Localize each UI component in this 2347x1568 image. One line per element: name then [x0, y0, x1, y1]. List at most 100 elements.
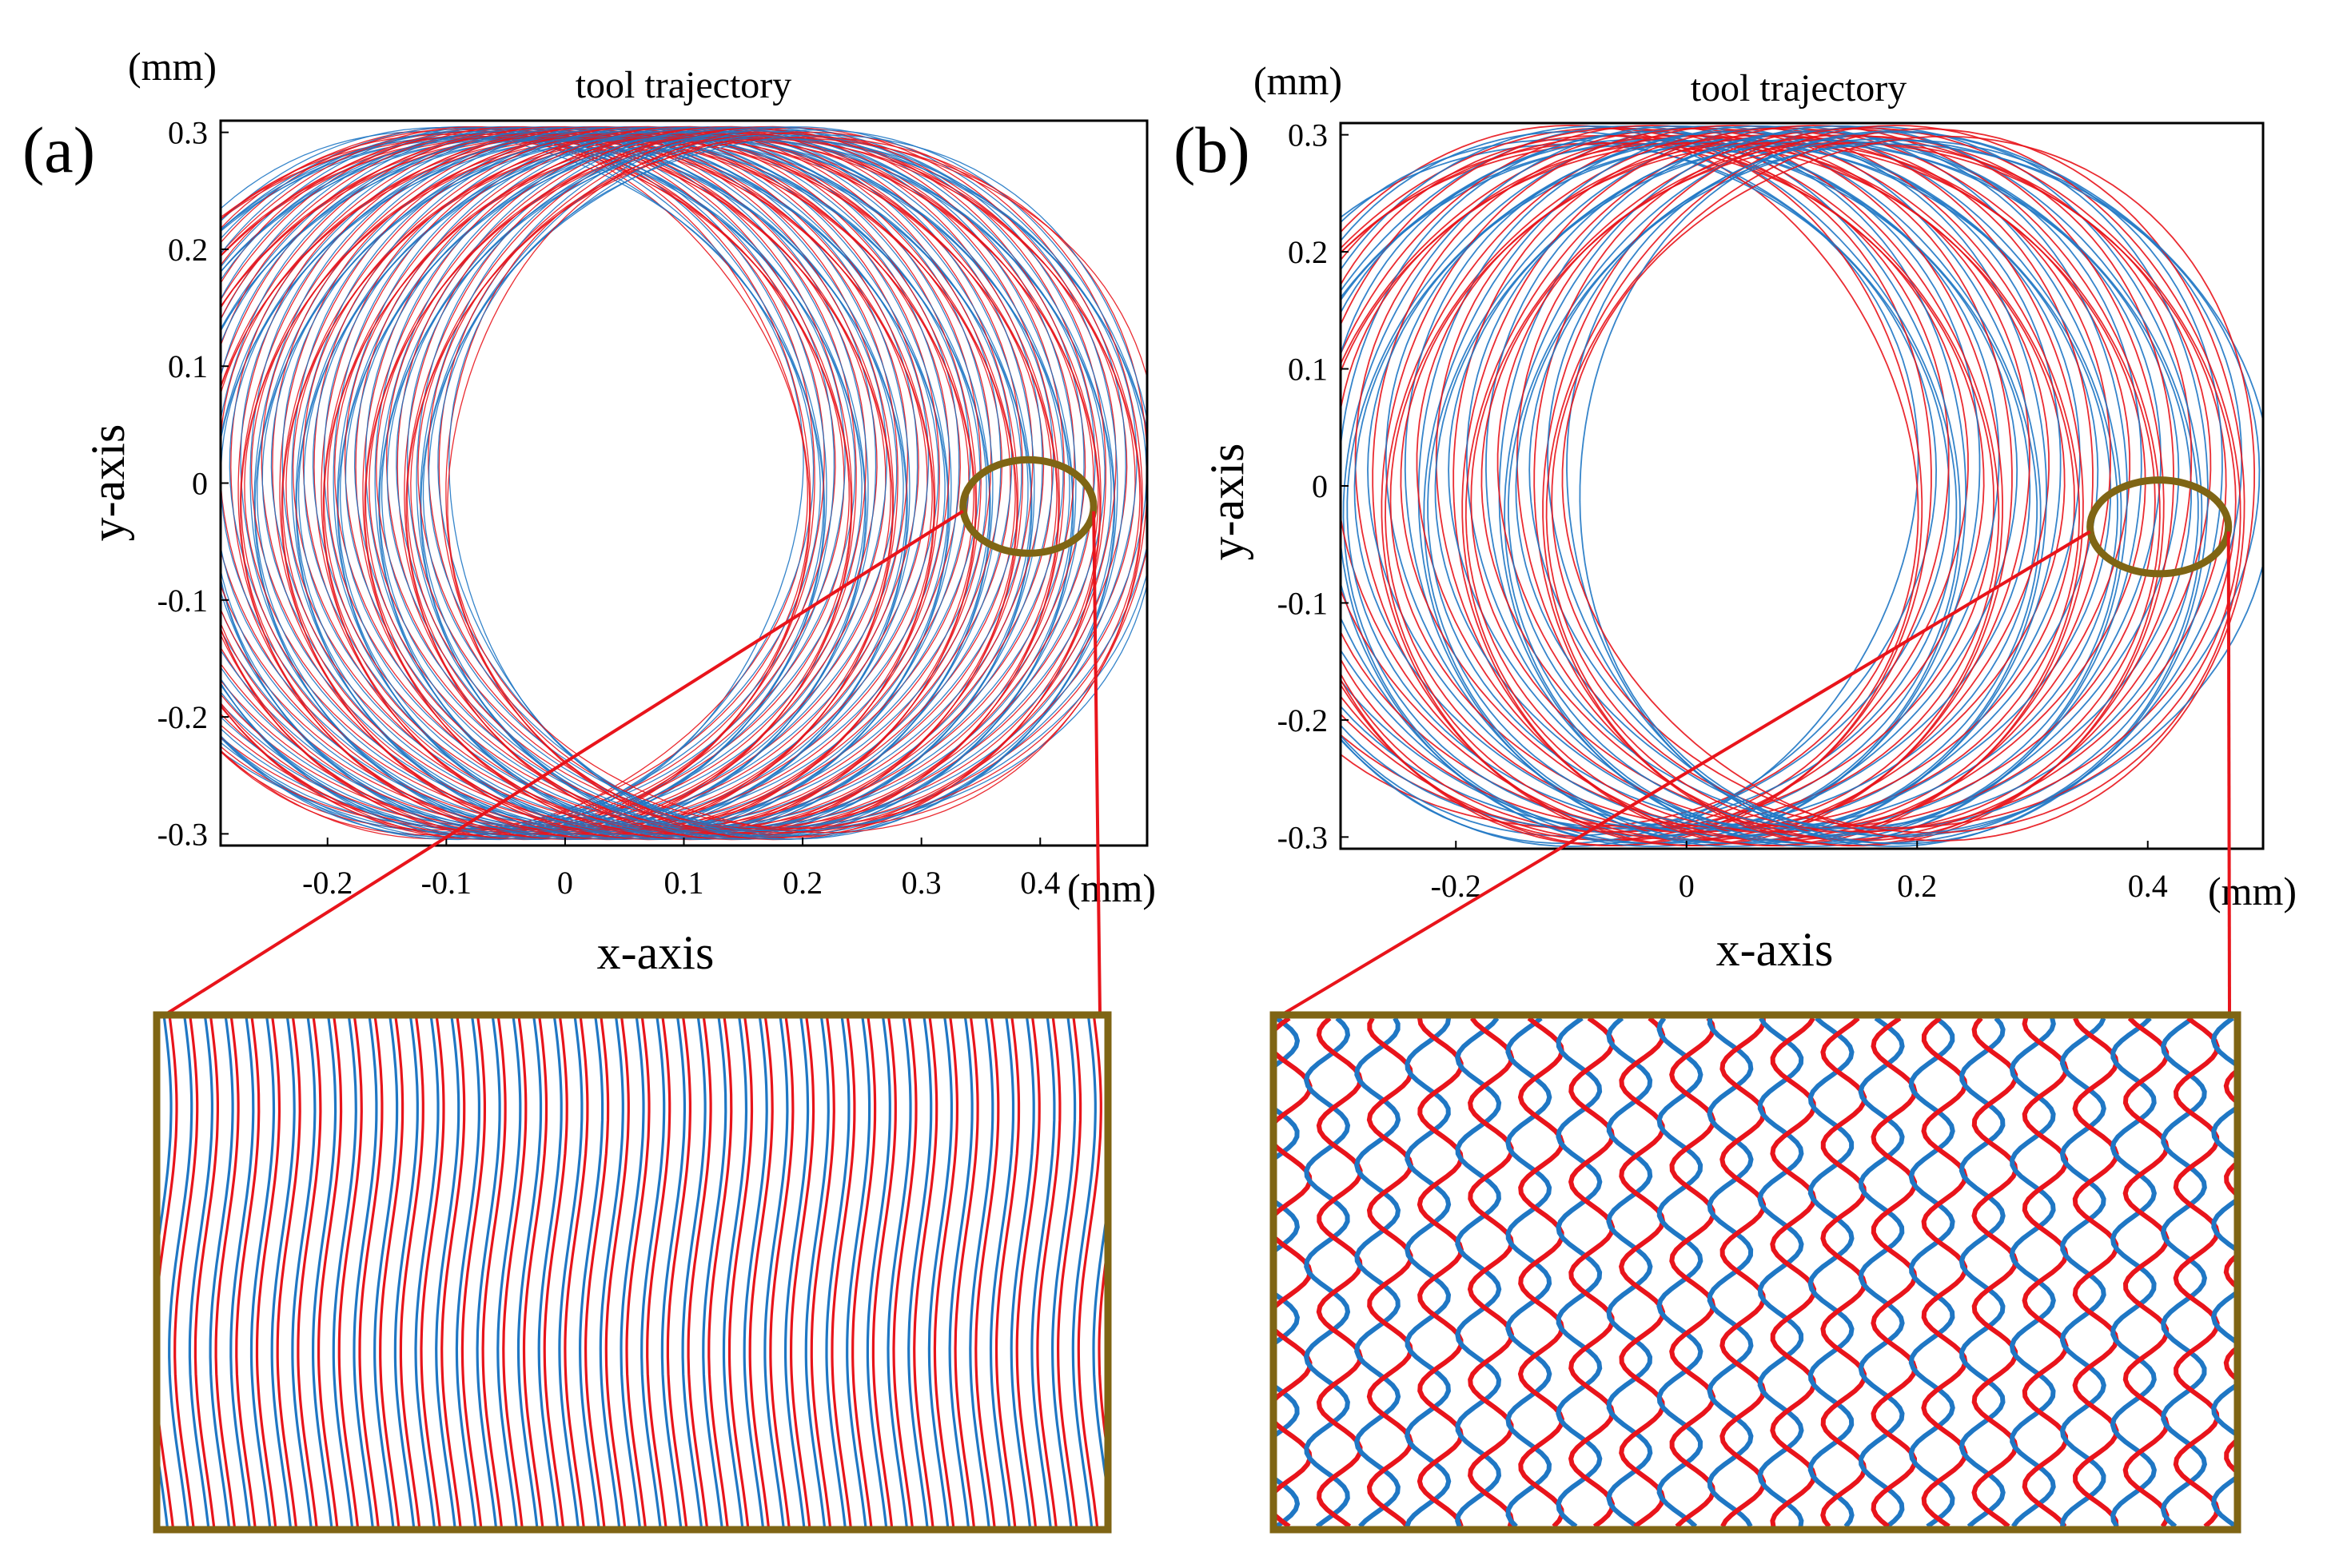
zoom-wave-red [994, 1018, 1021, 1526]
zoom-wave-blue [455, 1018, 480, 1526]
trajectory-loop-red [250, 127, 974, 839]
zoom-wave-red [1820, 1018, 1867, 1526]
panel-a-zoom-box [153, 1011, 1112, 1534]
trajectory-loop-red [1341, 134, 1985, 841]
trajectory-loop-blue [428, 126, 1147, 840]
zoom-wave-blue [1114, 1018, 1137, 1526]
zoom-wave-blue [907, 1018, 933, 1526]
trajectory-loop-blue [1465, 143, 2162, 848]
trajectory-loop-blue [221, 133, 908, 833]
zoom-wave-red [2173, 1018, 2220, 1526]
panel-b-highlight-ellipse [2086, 476, 2233, 578]
zoom-wave-blue [1908, 1018, 1955, 1526]
trajectory-loop-red [396, 136, 1102, 830]
panel-b-x-unit: (mm) [2208, 869, 2297, 913]
trajectory-loop-blue [1385, 143, 2081, 848]
trajectory-loop-blue [1427, 125, 2122, 830]
zoom-wave-red [1316, 1018, 1363, 1526]
zoom-wave-blue [846, 1018, 871, 1526]
zoom-wave-blue [660, 1018, 686, 1526]
zoom-wave-blue [188, 1018, 213, 1526]
zoom-wave-red [522, 1018, 548, 1526]
trajectory-loop-red [221, 133, 909, 833]
x-tick-label: 0.4 [2128, 868, 2168, 904]
trajectory-loop-red [1341, 135, 2013, 842]
trajectory-loop-red [376, 127, 1099, 839]
trajectory-loop-blue [221, 130, 887, 836]
zoom-wave-blue [516, 1018, 543, 1526]
trajectory-loop-blue [1547, 143, 2243, 847]
zoom-wave-blue [681, 1018, 707, 1526]
trajectory-loop-red [272, 136, 978, 830]
y-tick-label: -0.1 [1277, 585, 1328, 621]
trajectory-loop-red [221, 137, 899, 829]
zoom-wave-red [1669, 1018, 1716, 1526]
trajectory-loop-red [1480, 135, 2174, 842]
trajectory-loop-blue [1341, 125, 1958, 830]
zoom-wave-blue [1505, 1018, 1552, 1526]
zoom-wave-blue [1958, 1018, 2006, 1526]
trajectory-loop-blue [386, 126, 1112, 840]
zoom-wave-blue [1092, 1220, 1105, 1481]
trajectory-loop-red [355, 136, 1060, 830]
zoom-wave-red [1077, 1018, 1102, 1526]
zoom-wave-blue [702, 1018, 727, 1526]
zoom-wave-blue [1205, 1018, 1247, 1526]
panel-b-ticks: -0.2 0 0.2 0.4 0.3 0.2 0.1 0 -0.1 -0.2 -0.3 [1277, 117, 2168, 904]
trajectory-loop-blue [1484, 138, 2180, 844]
panel-a: (a) (mm) tool trajectory x-axis y-axis (… [22, 44, 1156, 1534]
trajectory-loop-red [1341, 142, 2030, 847]
trajectory-loop-red [292, 127, 1016, 839]
zoom-wave-red [440, 1018, 466, 1526]
trajectory-loop-blue [1566, 138, 2261, 844]
zoom-wave-blue [1807, 1018, 1855, 1526]
zoom-wave-red [133, 1018, 156, 1526]
trajectory-loop-red [281, 133, 992, 833]
zoom-wave-red [625, 1018, 651, 1526]
trajectory-loop-blue [221, 129, 866, 838]
trajectory-loop-red [221, 129, 836, 838]
trajectory-loop-red [327, 125, 1053, 841]
trajectory-loop-red [1551, 128, 2245, 834]
trajectory-loop-red [285, 125, 1011, 841]
trajectory-loop-red [1533, 134, 2227, 841]
trajectory-loop-blue [1341, 143, 2000, 848]
zoom-wave-blue [640, 1018, 666, 1526]
trajectory-loop-blue [221, 130, 930, 836]
zoom-wave-blue [1405, 1018, 1452, 1526]
trajectory-loop-blue [221, 126, 939, 840]
zoom-wave-red [748, 1018, 774, 1526]
zoom-wave-blue [743, 1018, 768, 1526]
panel-a-title: tool trajectory [576, 64, 792, 106]
trajectory-loop-red [1341, 141, 1950, 847]
zoom-wave-red [646, 1018, 671, 1526]
trajectory-loop-red [1452, 134, 2146, 841]
zoom-wave-red [317, 1018, 343, 1526]
zoom-wave-red [255, 1018, 281, 1526]
trajectory-loop-blue [1579, 130, 2263, 837]
panel-b-title: tool trajectory [1691, 67, 1907, 109]
y-tick-label: 0.1 [168, 348, 208, 384]
trajectory-loop-blue [221, 133, 825, 833]
zoom-wave-red [2277, 1018, 2318, 1526]
trajectory-loop-blue [221, 126, 898, 840]
zoom-wave-blue [1030, 1018, 1056, 1526]
zoom-wave-red [727, 1018, 754, 1526]
y-tick-label: -0.1 [157, 583, 208, 619]
zoom-wave-blue [332, 1018, 357, 1526]
trajectory-loop-red [321, 137, 1023, 830]
zoom-wave-red [2072, 1018, 2119, 1526]
zoom-wave-blue [496, 1018, 522, 1526]
zoom-wave-blue [578, 1018, 604, 1526]
zoom-wave-red [1971, 1018, 2018, 1526]
zoom-wave-red [1056, 1018, 1082, 1526]
panel-b-callout-line-left [1280, 530, 2091, 1017]
zoom-wave-red [160, 1018, 178, 1526]
trajectory-loop-red [239, 133, 950, 833]
trajectory-loop-red [221, 137, 815, 829]
zoom-wave-red [358, 1018, 384, 1526]
zoom-wave-blue [825, 1018, 851, 1526]
trajectory-loop-red [221, 126, 808, 840]
zoom-wave-red [1517, 1018, 1565, 1526]
trajectory-loop-red [1341, 127, 1995, 833]
